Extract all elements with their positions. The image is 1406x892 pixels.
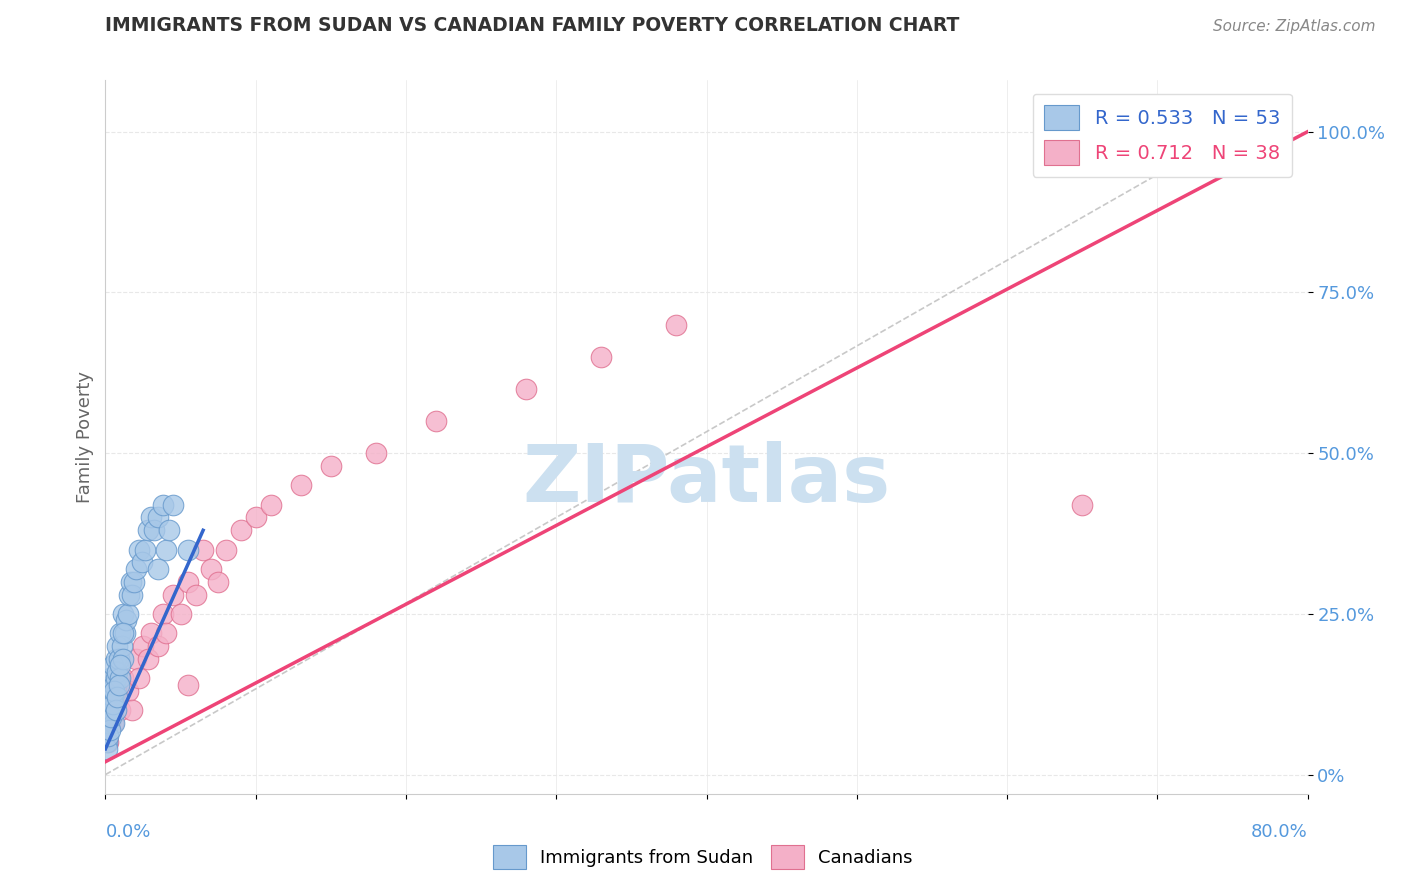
Point xyxy=(139,510,162,524)
Point xyxy=(100,684,122,698)
Point xyxy=(97,735,120,749)
Point xyxy=(111,639,134,653)
Point xyxy=(665,318,688,332)
Point xyxy=(112,626,135,640)
Point xyxy=(152,607,174,621)
Point xyxy=(101,697,124,711)
Text: ZIPatlas: ZIPatlas xyxy=(523,441,890,519)
Point xyxy=(118,588,141,602)
Point xyxy=(146,639,169,653)
Point xyxy=(515,382,537,396)
Point xyxy=(98,690,121,705)
Point xyxy=(139,626,162,640)
Point xyxy=(96,735,118,749)
Point xyxy=(169,607,191,621)
Point xyxy=(319,458,342,473)
Point xyxy=(97,729,120,743)
Point xyxy=(245,510,267,524)
Legend: Immigrants from Sudan, Canadians: Immigrants from Sudan, Canadians xyxy=(486,838,920,876)
Point xyxy=(155,626,177,640)
Point xyxy=(132,639,155,653)
Point xyxy=(98,723,121,737)
Point xyxy=(152,498,174,512)
Point xyxy=(200,562,222,576)
Point xyxy=(124,562,146,576)
Text: IMMIGRANTS FROM SUDAN VS CANADIAN FAMILY POVERTY CORRELATION CHART: IMMIGRANTS FROM SUDAN VS CANADIAN FAMILY… xyxy=(105,16,960,35)
Point xyxy=(122,574,145,589)
Point xyxy=(146,562,169,576)
Point xyxy=(177,574,200,589)
Point xyxy=(96,742,118,756)
Point xyxy=(107,665,129,679)
Point xyxy=(121,588,143,602)
Point xyxy=(162,498,184,512)
Point xyxy=(97,716,120,731)
Point xyxy=(103,684,125,698)
Y-axis label: Family Poverty: Family Poverty xyxy=(76,371,94,503)
Point xyxy=(117,684,139,698)
Point xyxy=(142,524,165,538)
Point xyxy=(136,652,159,666)
Point xyxy=(177,677,200,691)
Point xyxy=(191,542,214,557)
Point xyxy=(101,658,124,673)
Point xyxy=(229,524,252,538)
Text: 0.0%: 0.0% xyxy=(105,822,150,840)
Point xyxy=(114,626,136,640)
Point xyxy=(1071,498,1094,512)
Point xyxy=(98,716,121,731)
Point xyxy=(124,652,146,666)
Point xyxy=(364,446,387,460)
Point xyxy=(214,542,236,557)
Point xyxy=(101,716,124,731)
Point xyxy=(100,703,122,717)
Point xyxy=(100,710,122,724)
Point xyxy=(97,703,120,717)
Point xyxy=(104,684,127,698)
Point xyxy=(155,542,177,557)
Point xyxy=(101,690,124,705)
Point xyxy=(157,524,180,538)
Point xyxy=(107,690,129,705)
Point xyxy=(110,658,132,673)
Point xyxy=(98,671,121,685)
Point xyxy=(112,671,135,685)
Point xyxy=(121,703,143,717)
Point xyxy=(110,671,132,685)
Point xyxy=(120,574,142,589)
Point xyxy=(290,478,312,492)
Point xyxy=(107,639,129,653)
Point xyxy=(104,652,127,666)
Point xyxy=(1175,125,1198,139)
Legend: R = 0.533   N = 53, R = 0.712   N = 38: R = 0.533 N = 53, R = 0.712 N = 38 xyxy=(1032,94,1292,177)
Point xyxy=(104,703,127,717)
Point xyxy=(112,652,135,666)
Point xyxy=(115,613,138,627)
Point xyxy=(425,414,447,428)
Point xyxy=(108,652,131,666)
Point xyxy=(177,542,200,557)
Point xyxy=(110,626,132,640)
Point xyxy=(207,574,229,589)
Point xyxy=(146,510,169,524)
Point xyxy=(136,524,159,538)
Point xyxy=(108,677,131,691)
Point xyxy=(107,690,129,705)
Point xyxy=(117,607,139,621)
Point xyxy=(128,671,150,685)
Point xyxy=(184,588,207,602)
Point xyxy=(591,350,613,364)
Text: 80.0%: 80.0% xyxy=(1251,822,1308,840)
Text: Source: ZipAtlas.com: Source: ZipAtlas.com xyxy=(1212,20,1375,34)
Point xyxy=(112,607,135,621)
Point xyxy=(162,588,184,602)
Point xyxy=(104,671,127,685)
Point xyxy=(103,716,125,731)
Point xyxy=(103,677,125,691)
Point xyxy=(134,542,156,557)
Point xyxy=(110,703,132,717)
Point xyxy=(131,556,153,570)
Point xyxy=(128,542,150,557)
Point xyxy=(260,498,283,512)
